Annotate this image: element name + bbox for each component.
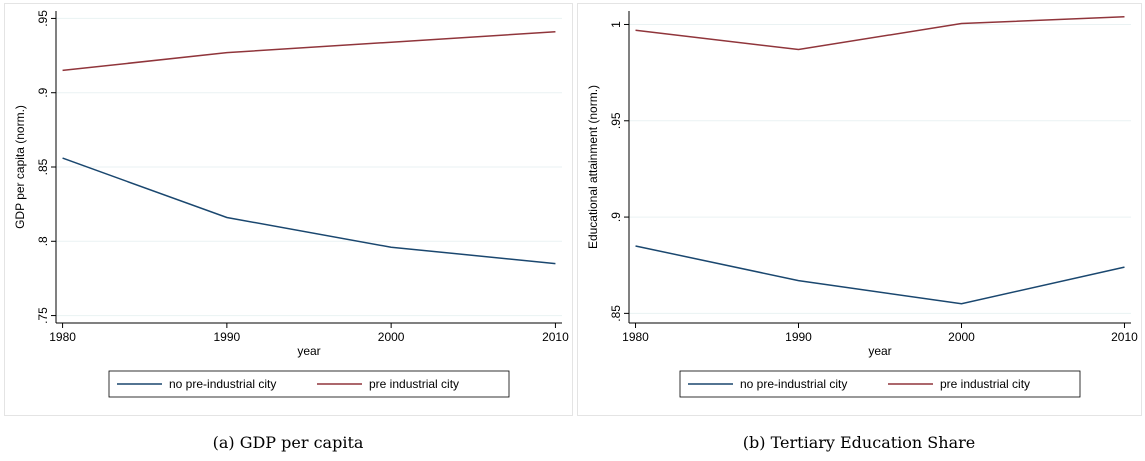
x-tick-label: 1990: [214, 330, 241, 344]
x-tick-label: 2010: [1111, 330, 1138, 344]
x-tick-label: 2010: [542, 330, 569, 344]
y-tick-label: 1: [609, 21, 623, 28]
legend-label: pre industrial city: [369, 377, 459, 391]
y-tick-label: .85: [609, 305, 623, 322]
legend-label: no pre-industrial city: [169, 377, 276, 391]
legend-box: [108, 370, 510, 398]
x-tick-label: 1980: [622, 330, 649, 344]
x-tick-label: 1980: [49, 330, 76, 344]
x-axis-title: year: [868, 344, 891, 358]
series-line: [635, 16, 1125, 51]
series-line: [62, 157, 556, 265]
series-line: [635, 245, 1125, 305]
y-tick-label: .9: [36, 87, 50, 97]
x-tick-label: 2000: [378, 330, 405, 344]
caption: (a) GDP per capita: [213, 433, 364, 452]
chart-panel: .75 .8 .85 .9 .95 1980 1990 2000 2010 year GDP per…: [4, 3, 573, 452]
caption: (b) Tertiary Education Share: [743, 433, 975, 452]
y-tick-label: .95: [609, 112, 623, 129]
legend-label: no pre-industrial city: [740, 377, 847, 391]
y-tick-label: .9: [609, 212, 623, 222]
y-axis-title: Educational attainment (norm.): [586, 85, 600, 249]
y-tick-label: .75: [36, 307, 50, 324]
panel-frame: [4, 3, 573, 416]
legend-label: pre industrial city: [940, 377, 1030, 391]
panel-frame: [577, 3, 1142, 416]
y-tick-label: .8: [36, 236, 50, 246]
x-axis-title: year: [297, 344, 320, 358]
x-tick-label: 2000: [948, 330, 975, 344]
legend-box: [679, 370, 1081, 398]
y-axis-title: GDP per capita (norm.): [13, 105, 27, 229]
x-tick-label: 1990: [785, 330, 812, 344]
series-line: [62, 31, 556, 72]
y-tick-label: .95: [36, 10, 50, 27]
chart-panel: .85 .9 .95 1 1980 1990 2000 2010 year Educational…: [577, 3, 1142, 452]
y-tick-label: .85: [36, 158, 50, 175]
